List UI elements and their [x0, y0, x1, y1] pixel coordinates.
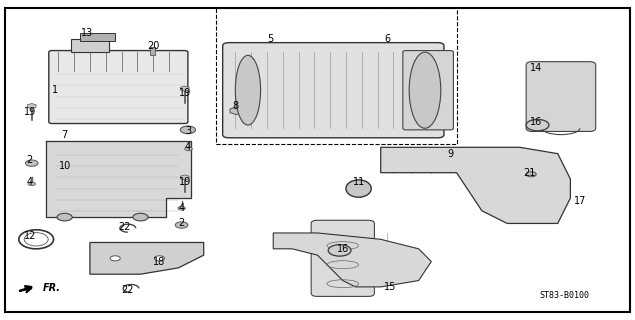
Text: 16: 16	[530, 117, 542, 127]
PathPatch shape	[381, 147, 570, 223]
FancyBboxPatch shape	[311, 220, 375, 296]
Text: 22: 22	[121, 285, 134, 295]
Circle shape	[328, 245, 351, 256]
Text: 18: 18	[153, 257, 166, 267]
Circle shape	[175, 222, 188, 228]
Text: 6: 6	[384, 35, 390, 44]
Text: 11: 11	[352, 177, 364, 187]
Circle shape	[110, 256, 120, 261]
Text: 4: 4	[27, 177, 33, 187]
Text: ST83-B0100: ST83-B0100	[539, 291, 589, 300]
FancyBboxPatch shape	[81, 33, 115, 41]
Circle shape	[185, 147, 192, 151]
FancyBboxPatch shape	[71, 39, 109, 52]
Circle shape	[25, 160, 38, 166]
Text: 19: 19	[178, 88, 191, 98]
Text: 3: 3	[185, 126, 191, 136]
Text: 16: 16	[337, 244, 349, 254]
Circle shape	[180, 126, 196, 134]
PathPatch shape	[90, 243, 204, 274]
FancyBboxPatch shape	[223, 43, 444, 138]
Ellipse shape	[236, 55, 260, 125]
Circle shape	[178, 206, 185, 210]
Text: 17: 17	[573, 196, 586, 206]
Text: 14: 14	[530, 63, 542, 73]
Text: 19: 19	[23, 108, 36, 117]
Text: 21: 21	[523, 168, 535, 178]
Text: 2: 2	[27, 155, 33, 165]
Text: 5: 5	[267, 35, 273, 44]
Polygon shape	[46, 141, 191, 217]
Text: 22: 22	[118, 222, 131, 232]
Text: 13: 13	[81, 28, 93, 38]
Ellipse shape	[409, 52, 441, 128]
Text: 4: 4	[178, 203, 185, 212]
Circle shape	[57, 213, 72, 221]
Text: 2: 2	[178, 219, 185, 228]
Text: 1: 1	[52, 85, 58, 95]
FancyBboxPatch shape	[150, 47, 155, 55]
Text: 10: 10	[58, 161, 70, 171]
Circle shape	[28, 182, 36, 186]
Text: 15: 15	[384, 282, 396, 292]
Circle shape	[154, 256, 164, 261]
Ellipse shape	[346, 180, 371, 197]
Text: 12: 12	[23, 231, 36, 241]
Circle shape	[526, 119, 549, 131]
Text: 19: 19	[178, 177, 191, 187]
Text: 4: 4	[185, 142, 191, 152]
Circle shape	[526, 172, 536, 177]
Text: FR.: FR.	[43, 284, 60, 293]
FancyBboxPatch shape	[403, 51, 453, 130]
Text: 20: 20	[147, 41, 159, 51]
PathPatch shape	[273, 233, 431, 287]
FancyBboxPatch shape	[49, 51, 188, 124]
FancyBboxPatch shape	[526, 62, 596, 132]
Text: 9: 9	[447, 149, 453, 159]
Text: 8: 8	[232, 101, 238, 111]
Text: 7: 7	[62, 130, 68, 140]
Circle shape	[133, 213, 148, 221]
